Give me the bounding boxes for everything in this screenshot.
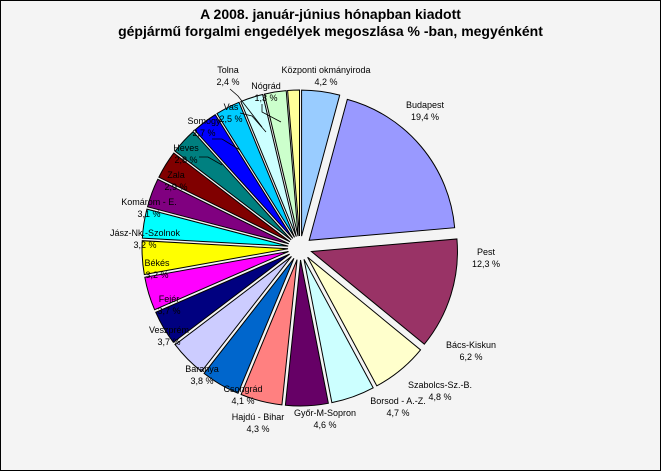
slice-value-11: 3,7 % [157,337,180,347]
slice-value-20: 2,4 % [216,77,239,87]
slice-label-13: Békés 3,2 % [144,258,170,280]
slice-value-17: 2,8 % [174,155,197,165]
slice-value-13: 3,2 % [145,270,168,280]
pie-slice-21 [287,89,301,237]
chart-title-line-2: gépjármű forgalmi engedélyek megoszlása … [118,23,543,39]
slice-value-6: 4,7 % [386,408,409,418]
slice-value-1: 4,2 % [314,77,337,87]
slice-label-15: Komárom - E. 3,1 % [121,197,177,219]
pie-slice-9 [174,256,292,373]
slice-name-6: Borsod - A.-Z. [370,396,426,406]
slice-value-14: 3,2 % [133,240,156,250]
pie-slice-8 [203,258,295,394]
slice-name-11: Veszprém [149,325,189,335]
slice-name-16: Zala [167,170,185,180]
slice-value-4: 6,2 % [459,352,482,362]
slice-value-15: 3,1 % [137,209,160,219]
slice-name-1: Központi okmányiroda [281,65,370,75]
leader-line-17 [199,156,223,166]
pie-slice-16 [174,130,292,241]
slice-label-4: Bács-Kiskun 6,2 % [446,340,496,362]
slice-value-9: 4,1 % [231,396,254,406]
slice-name-8: Hajdú - Bihar [232,412,285,422]
chart-title: A 2008. január-június hónapban kiadott g… [0,6,661,40]
slice-value-10: 3,8 % [190,376,213,386]
slice-value-5: 4,8 % [428,392,451,402]
pie-slice-12 [141,240,289,276]
slice-name-12: Fejér [159,294,180,304]
slice-label-16: Zala 2,9 % [164,170,187,192]
slice-label-12: Fejér 3,7 % [157,294,180,316]
slice-label-18: Somogy 2,7 % [187,116,221,138]
slice-value-12: 3,7 % [157,306,180,316]
slice-name-2: Budapest [406,100,445,110]
slice-name-7: Győr-M-Sopron [294,408,356,418]
pie-slice-3 [310,238,458,345]
slice-name-14: Jász-Nk.-Szolnok [110,228,181,238]
pie-slice-18 [216,101,295,238]
slice-label-5: Szabolcs-Sz.-B. 4,8 % [408,380,472,402]
pie-slice-15 [158,152,291,243]
pie-slice-11 [144,250,289,311]
slice-name-15: Komárom - E. [121,197,177,207]
leader-line-18 [212,138,241,151]
pie-slice-13 [141,208,289,247]
slice-value-7: 4,6 % [313,420,336,430]
slice-label-2: Budapest 19,4 % [406,100,445,122]
slice-label-20: Tolna 2,4 % [216,65,239,87]
slice-value-8: 4,3 % [246,424,269,434]
pie-slice-6 [284,259,329,407]
slice-label-8: Hajdú - Bihar 4,3 % [232,412,285,434]
slice-label-9: Csongrád 4,1 % [223,384,262,406]
slice-value-3: 12,3 % [472,259,500,269]
slice-label-10: Baranya 3,8 % [185,364,219,386]
pie-slice-5 [303,259,374,404]
slice-label-7: Győr-M-Sopron 4,6 % [294,408,356,430]
slice-value-2: 19,4 % [411,112,439,122]
pie-slice-4 [307,256,422,387]
slice-value-19: 2,5 % [219,114,242,124]
pie-slice-7 [240,259,298,406]
slice-name-18: Somogy [187,116,221,126]
slice-label-14: Jász-Nk.-Szolnok 3,2 % [110,228,181,250]
pie-slice-20 [263,90,299,237]
slice-label-21: Nógrád 1,3 % [251,81,281,103]
slice-label-11: Veszprém 3,7 % [149,325,189,347]
slice-label-17: Heves 2,8 % [173,143,199,165]
chart-title-line-1: A 2008. január-június hónapban kiadott [200,6,461,22]
slice-label-6: Borsod - A.-Z. 4,7 % [370,396,426,418]
slice-name-20: Tolna [217,65,239,75]
pie-slice-1 [301,89,341,237]
slice-name-21: Nógrád [251,81,281,91]
slice-name-3: Pest [477,247,496,257]
pie-slice-2 [308,98,456,241]
slice-label-3: Pest 12,3 % [472,247,500,269]
pie-slice-14 [146,178,289,245]
slice-name-10: Baranya [185,364,219,374]
slice-name-17: Heves [173,143,199,153]
leader-line-20 [229,88,263,128]
slice-name-4: Bács-Kiskun [446,340,496,350]
slice-label-19: Vas 2,5 % [219,102,242,124]
leader-line-21 [261,104,282,123]
slice-name-5: Szabolcs-Sz.-B. [408,380,472,390]
slice-value-16: 2,9 % [164,182,187,192]
slice-name-19: Vas [224,102,239,112]
pie-slice-17 [194,114,294,239]
slice-value-21: 1,3 % [254,93,277,103]
pie-slice-19 [240,93,297,237]
pie-slice-10 [155,253,290,344]
slice-name-13: Békés [144,258,170,268]
slice-label-1: Központi okmányiroda 4,2 % [281,65,370,87]
slice-name-9: Csongrád [223,384,262,394]
slice-value-18: 2,7 % [192,128,215,138]
